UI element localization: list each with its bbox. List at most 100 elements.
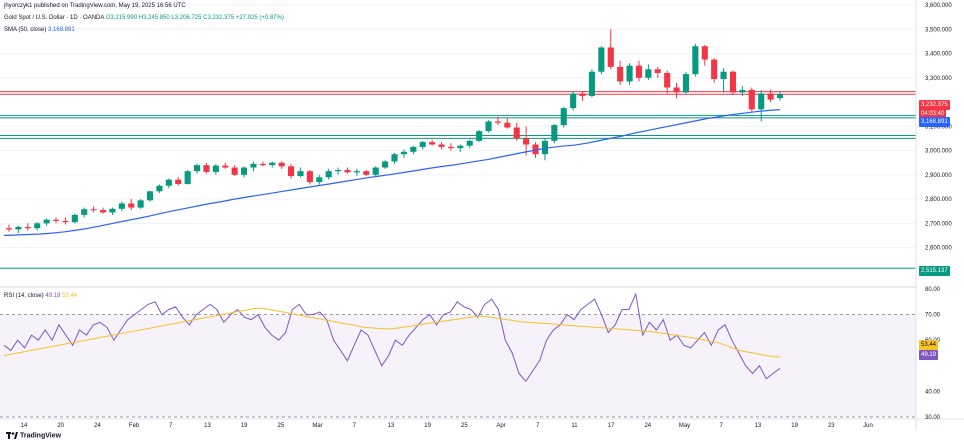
candle-body	[52, 219, 60, 221]
candle	[711, 58, 718, 83]
tradingview-brand[interactable]: TradingView	[6, 432, 61, 439]
candle	[720, 68, 727, 93]
symbol-legend[interactable]: Gold Spot / U.S. Dollar · 1D · OANDA O3,…	[4, 15, 284, 21]
time-tick-label: 25	[278, 423, 285, 429]
close-price-tag: 3,232.375	[919, 100, 950, 110]
candle	[645, 64, 652, 81]
candle	[551, 123, 558, 144]
candle	[400, 149, 407, 158]
rsi-ma-tag: 53.44	[919, 340, 939, 350]
candle-body	[400, 151, 407, 155]
rsi-label[interactable]: RSI (14, close)	[4, 293, 44, 299]
candle-body	[372, 167, 379, 175]
time-tick-label: 11	[571, 423, 578, 429]
time-axis[interactable]: 14 20 24 Feb 7 13 19 25 Mar 7 13 19 25 Apr 7 11 17 24 May 7…	[0, 0, 964, 430]
candle-body	[250, 163, 257, 168]
candle-body	[325, 171, 332, 178]
level-price-tag: 2,515.137	[919, 266, 950, 276]
time-tick-label: Mar	[312, 423, 322, 429]
candle-body	[99, 210, 107, 213]
candle	[504, 117, 511, 129]
candle	[278, 161, 285, 169]
candle	[372, 166, 379, 177]
candle	[429, 139, 436, 146]
candle-body	[739, 89, 746, 93]
candle-body	[617, 66, 624, 82]
candle	[485, 120, 492, 133]
published-note: jhyorczyk1 published on TradingView.com,…	[4, 3, 186, 9]
time-tick-label: 24	[644, 423, 651, 429]
candle	[494, 116, 501, 126]
candle	[99, 207, 107, 214]
candle	[137, 199, 144, 209]
rsi-tag: 49.19	[919, 350, 939, 360]
candle	[15, 225, 22, 234]
rsi-tick-label: 30.00	[925, 415, 941, 421]
candle-body	[382, 161, 389, 168]
candle-body	[701, 46, 708, 60]
price-tick-label: 3,600.000	[925, 3, 952, 9]
candle-body	[222, 165, 229, 168]
price-axis[interactable]: 3,600.000 3,500.000 3,400.000 3,300.000 3,10…	[925, 3, 952, 252]
candle-body	[682, 74, 690, 93]
candle-body	[288, 166, 295, 177]
time-tick-label: 7	[536, 423, 540, 429]
candle	[570, 91, 577, 111]
candle	[692, 43, 699, 77]
time-tick-label: 19	[241, 423, 248, 429]
candle	[81, 207, 88, 218]
time-tick-label: Feb	[129, 423, 140, 429]
symbol-title[interactable]: Gold Spot / U.S. Dollar · 1D · OANDA	[4, 15, 105, 21]
candle-body	[551, 125, 558, 141]
candle	[438, 142, 445, 150]
candle	[598, 46, 605, 75]
candle-body	[15, 226, 22, 230]
time-tick-label: 19	[424, 423, 431, 429]
candle-body	[541, 140, 548, 155]
candle	[43, 218, 50, 226]
candle	[748, 87, 755, 112]
candle	[541, 138, 548, 161]
candle-body	[231, 167, 238, 175]
time-tick-label: 7	[720, 423, 724, 429]
candle-body	[504, 122, 511, 128]
sma-polyline	[3, 109, 781, 237]
candle-body	[344, 169, 351, 173]
candle-body	[438, 144, 445, 147]
candle-body	[146, 191, 154, 201]
rsi-tick-label: 40.00	[925, 389, 941, 395]
candle	[165, 178, 172, 189]
price-tick-label: 3,300.000	[925, 76, 952, 82]
candle-body	[664, 72, 671, 88]
candle	[184, 169, 191, 185]
sma-legend[interactable]: SMA (50, close) 3,168.891	[4, 27, 75, 33]
candle	[90, 206, 97, 213]
candle	[682, 71, 690, 94]
candle	[146, 190, 154, 202]
rsi-legend[interactable]: RSI (14, close) 49.19 53.44	[4, 293, 77, 299]
candle-body	[692, 46, 699, 75]
candle	[635, 60, 643, 82]
candle	[767, 89, 774, 103]
candle	[62, 217, 69, 225]
candle	[363, 169, 370, 177]
time-tick-label: 13	[755, 423, 762, 429]
time-tick-label: 17	[608, 423, 615, 429]
candle-body	[570, 93, 577, 109]
candle	[579, 91, 586, 101]
candle	[316, 174, 323, 185]
candle-body	[645, 69, 652, 78]
sma-label[interactable]: SMA (50, close)	[4, 27, 47, 33]
candle-body	[767, 93, 774, 100]
candle-body	[391, 154, 398, 162]
candle	[344, 167, 351, 174]
candle	[231, 165, 238, 177]
candle-body	[156, 185, 163, 192]
price-tick-label: 2,900.000	[925, 173, 952, 179]
price-tick-label: 2,600.000	[925, 246, 952, 252]
candle	[109, 207, 116, 215]
candle-body	[34, 223, 41, 229]
candle-body	[184, 171, 191, 185]
time-tick-label: May	[679, 423, 690, 429]
